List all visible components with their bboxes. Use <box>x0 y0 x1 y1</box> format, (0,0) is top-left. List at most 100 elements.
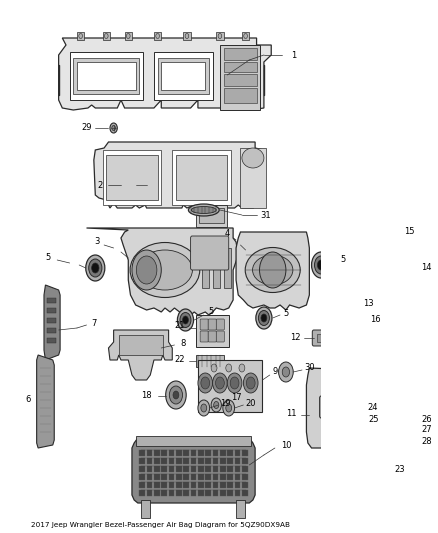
Bar <box>358 260 410 274</box>
Bar <box>47 328 56 333</box>
Text: 3: 3 <box>94 238 99 246</box>
Bar <box>169 474 174 480</box>
Text: 25: 25 <box>369 415 379 424</box>
FancyBboxPatch shape <box>216 319 224 330</box>
Bar <box>227 466 233 472</box>
Bar <box>390 438 410 446</box>
Bar <box>139 482 145 488</box>
Bar <box>169 458 174 464</box>
Bar <box>154 450 160 456</box>
FancyBboxPatch shape <box>197 315 229 347</box>
Ellipse shape <box>92 263 99 273</box>
Bar <box>212 450 219 456</box>
Bar <box>212 474 219 480</box>
Ellipse shape <box>130 243 200 297</box>
Circle shape <box>170 386 183 404</box>
Circle shape <box>215 377 224 389</box>
Circle shape <box>405 440 408 444</box>
Bar <box>77 32 84 40</box>
Bar <box>141 500 149 518</box>
Bar <box>176 474 182 480</box>
Bar <box>176 155 227 200</box>
Text: 8: 8 <box>180 338 186 348</box>
Text: 31: 31 <box>260 211 271 220</box>
Bar <box>242 32 249 40</box>
Bar <box>223 88 257 103</box>
Bar <box>205 490 211 496</box>
Bar <box>161 450 167 456</box>
Circle shape <box>198 373 212 393</box>
Bar <box>183 32 191 40</box>
Bar <box>47 338 56 343</box>
Text: 28: 28 <box>421 437 432 446</box>
Bar <box>227 482 233 488</box>
Circle shape <box>246 377 255 389</box>
Circle shape <box>218 34 222 38</box>
Circle shape <box>214 401 219 408</box>
Text: 6: 6 <box>25 395 31 405</box>
Ellipse shape <box>138 250 192 290</box>
Circle shape <box>110 123 117 133</box>
Bar <box>220 450 226 456</box>
Circle shape <box>401 407 404 411</box>
Bar <box>390 427 410 435</box>
Ellipse shape <box>314 256 328 274</box>
Bar <box>176 466 182 472</box>
Bar <box>205 450 211 456</box>
Bar <box>220 474 226 480</box>
Circle shape <box>401 429 404 433</box>
Circle shape <box>226 364 232 372</box>
FancyBboxPatch shape <box>200 331 208 342</box>
Bar <box>317 334 346 342</box>
Text: 10: 10 <box>281 440 291 449</box>
Bar <box>161 466 167 472</box>
Text: 20: 20 <box>245 399 256 408</box>
Circle shape <box>405 429 408 433</box>
Circle shape <box>127 34 130 38</box>
Circle shape <box>239 364 245 372</box>
Bar <box>223 248 231 288</box>
Bar <box>384 436 411 456</box>
Ellipse shape <box>318 260 325 270</box>
Circle shape <box>201 404 207 412</box>
Bar <box>139 466 145 472</box>
Bar <box>169 466 174 472</box>
Text: 5: 5 <box>45 254 50 262</box>
Bar <box>47 318 56 323</box>
Bar <box>139 474 145 480</box>
Circle shape <box>390 407 393 411</box>
Bar <box>205 474 211 480</box>
Bar <box>73 58 139 94</box>
Circle shape <box>132 250 161 290</box>
Circle shape <box>401 451 404 455</box>
Bar <box>147 482 152 488</box>
Text: 9: 9 <box>272 367 278 376</box>
Bar <box>198 482 204 488</box>
Bar <box>212 482 219 488</box>
Polygon shape <box>307 368 365 448</box>
Bar <box>216 32 223 40</box>
Bar <box>198 458 204 464</box>
Bar <box>223 74 257 86</box>
Bar <box>242 450 248 456</box>
FancyBboxPatch shape <box>208 331 216 342</box>
Bar <box>205 466 211 472</box>
Bar <box>390 405 410 413</box>
Text: 5: 5 <box>283 309 289 318</box>
Circle shape <box>223 400 235 416</box>
Text: 26: 26 <box>421 415 432 424</box>
Bar <box>212 248 220 288</box>
Text: 14: 14 <box>421 262 432 271</box>
Circle shape <box>227 373 242 393</box>
Bar <box>227 474 233 480</box>
Bar <box>235 450 240 456</box>
Ellipse shape <box>191 206 216 214</box>
Ellipse shape <box>258 311 269 326</box>
Circle shape <box>211 364 217 372</box>
Circle shape <box>282 367 290 377</box>
Bar <box>235 474 240 480</box>
Text: 2017 Jeep Wrangler Bezel-Passenger Air Bag Diagram for 5QZ90DX9AB: 2017 Jeep Wrangler Bezel-Passenger Air B… <box>31 522 290 528</box>
Circle shape <box>230 377 239 389</box>
Bar <box>176 458 182 464</box>
Text: 23: 23 <box>394 465 405 474</box>
